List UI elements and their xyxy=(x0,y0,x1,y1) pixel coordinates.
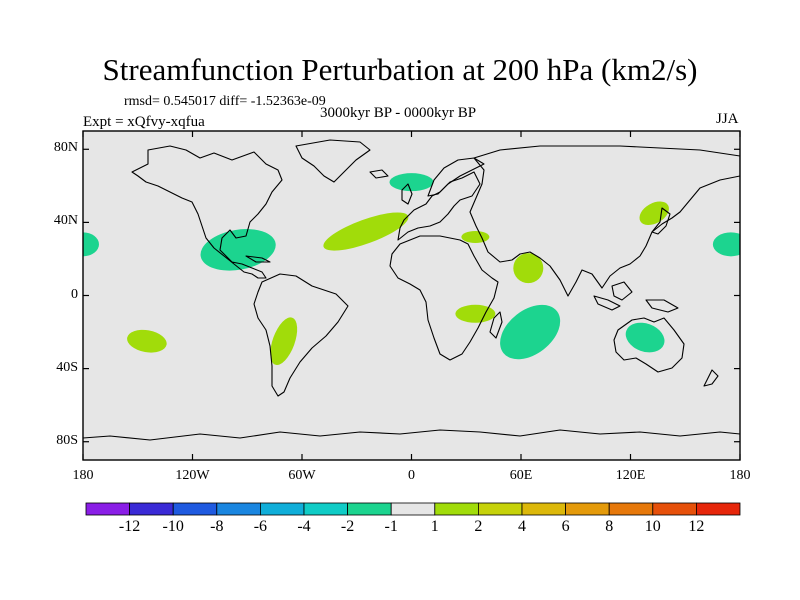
colorbar-level-label: 10 xyxy=(644,518,661,535)
colorbar-swatch xyxy=(347,502,392,516)
x-tick-label: 180 xyxy=(72,468,94,483)
coastline-europe xyxy=(397,171,481,241)
coastline-south-america xyxy=(253,273,349,397)
colorbar-swatch xyxy=(434,502,479,516)
coastline-australia xyxy=(613,317,685,373)
colorbar-level-label: -10 xyxy=(162,518,184,535)
colorbar-swatch xyxy=(696,502,741,516)
colorbar-swatch xyxy=(85,502,130,516)
x-tick-label: 60W xyxy=(288,468,316,483)
coastlines xyxy=(83,139,740,441)
colorbar-swatch xyxy=(172,502,218,516)
anomaly-west-pacific-dateline xyxy=(83,232,99,257)
colorbar-swatch xyxy=(521,502,566,516)
colorbar-level-label: -1 xyxy=(384,518,398,535)
season-label: JJA xyxy=(716,111,739,127)
axis-ticks xyxy=(82,131,741,460)
anomaly-east-africa xyxy=(455,304,496,323)
period-label: 3000kyr BP - 0000kyr BP xyxy=(320,105,477,121)
colorbar-swatch xyxy=(259,502,305,516)
colorbar-level-label: 8 xyxy=(605,518,614,535)
colorbar-level-label: -8 xyxy=(210,518,224,535)
coastline-britain xyxy=(401,183,413,205)
anomaly-australia xyxy=(625,322,665,353)
y-tick-label: 80N xyxy=(53,140,78,156)
anomaly-japan xyxy=(639,201,669,226)
x-tick-label: 180 xyxy=(729,468,751,483)
colorbar-level-label: -6 xyxy=(253,518,268,535)
y-tick-label: 40N xyxy=(53,213,78,229)
colorbar-swatch xyxy=(129,502,174,516)
coastline-north-america xyxy=(131,145,283,279)
chart-title: Streamfunction Perturbation at 200 hPa (… xyxy=(102,52,698,87)
anomaly-mediterranean xyxy=(461,231,490,244)
coastline-new-zealand xyxy=(703,369,719,387)
coastline-japan xyxy=(651,207,671,235)
y-tick-label: 0 xyxy=(71,286,78,302)
coastline-madagascar xyxy=(489,311,503,339)
coastline-new-guinea xyxy=(645,299,679,313)
anomaly-north-atlantic xyxy=(323,212,409,251)
coastline-scandinavia xyxy=(427,157,485,197)
colorbar-level-label: -2 xyxy=(340,518,355,535)
colorbar-swatch xyxy=(608,502,654,516)
colorbar-level-label: -4 xyxy=(297,518,311,535)
coastline-cuba xyxy=(245,255,271,263)
colorbar-swatch xyxy=(477,502,523,516)
colorbar-level-label: -12 xyxy=(118,518,141,535)
colorbar-level-label: 6 xyxy=(561,518,570,535)
y-tick-label: 80S xyxy=(56,432,78,448)
coastline-iceland xyxy=(369,169,389,179)
colorbar-level-label: 1 xyxy=(430,518,439,535)
coastline-antarctica xyxy=(83,429,740,441)
anomaly-south-indian-ocean xyxy=(500,304,561,360)
colorbar-level-label: 2 xyxy=(474,518,483,535)
x-tick-label: 120E xyxy=(615,468,646,483)
coastline-greenland xyxy=(295,139,371,183)
colorbar-swatch xyxy=(303,502,348,516)
colorbar-swatch xyxy=(652,502,697,516)
anomaly-norwegian-sea xyxy=(389,173,434,192)
colorbar-swatch xyxy=(216,502,261,516)
coastline-indonesia xyxy=(593,281,633,311)
anomaly-north-pacific-dateline xyxy=(712,232,740,257)
coastline-asia xyxy=(469,145,740,297)
colorbar-swatch xyxy=(565,502,610,516)
rmsd-diff-stats: rmsd= 0.545017 diff= -1.52363e-09 xyxy=(124,94,326,109)
colorbar-level-label: 4 xyxy=(518,518,526,535)
colorbar-swatch xyxy=(390,502,436,516)
anomaly-gulf-of-mexico-caribbean xyxy=(200,229,276,271)
coastline-africa xyxy=(389,235,499,361)
anomaly-south-pacific xyxy=(127,329,167,353)
anomaly-layer xyxy=(83,173,740,365)
y-tick-label: 40S xyxy=(56,359,78,375)
colorbar-level-label: 12 xyxy=(688,518,705,535)
x-tick-label: 0 xyxy=(408,468,415,483)
anomaly-south-america xyxy=(270,317,298,365)
colorbar xyxy=(85,502,741,516)
x-tick-label: 120W xyxy=(175,468,210,483)
anomaly-arabian-sea xyxy=(513,253,544,284)
x-tick-label: 60E xyxy=(509,468,533,483)
experiment-label: Expt = xQfvy-xqfua xyxy=(83,114,205,130)
